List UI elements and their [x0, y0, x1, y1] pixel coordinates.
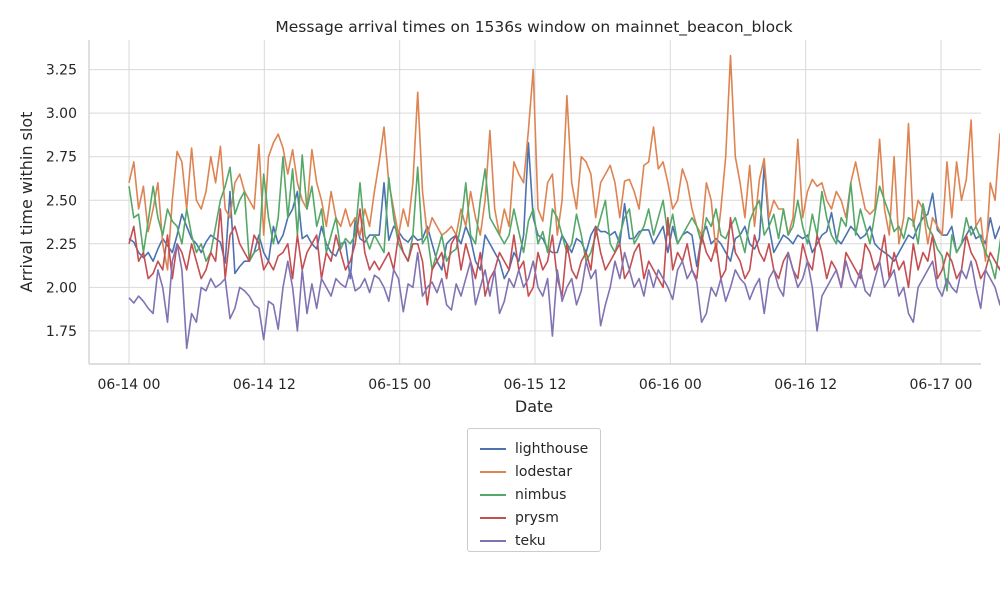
series-line-lodestar — [128, 54, 1000, 271]
legend-label: teku — [515, 533, 546, 550]
legend-entry-lighthouse: lighthouse — [480, 437, 600, 460]
legend-label: lodestar — [515, 463, 573, 480]
legend: lighthouse lodestar nimbus prysm teku — [467, 428, 601, 552]
legend-entry-prysm: prysm — [480, 507, 600, 530]
x-tick-label: 06-16 12 — [774, 377, 837, 393]
y-tick-label: 3.25 — [46, 63, 77, 79]
y-tick-label: 3.00 — [46, 106, 77, 122]
x-tick-label: 06-14 00 — [98, 377, 161, 393]
x-tick-label: 06-15 12 — [504, 377, 567, 393]
y-tick-labels: 1.75 2.00 2.25 2.50 2.75 3.00 3.25 — [46, 63, 77, 340]
series-line-teku — [128, 243, 1000, 350]
x-tick-labels: 06-14 00 06-14 12 06-15 00 06-15 12 06-16 00… — [98, 377, 973, 393]
y-tick-label: 2.50 — [46, 193, 77, 209]
grid-lines — [89, 40, 981, 364]
y-tick-label: 2.75 — [46, 150, 77, 166]
legend-label: prysm — [515, 510, 559, 527]
legend-swatch — [480, 447, 506, 450]
legend-swatch — [480, 517, 506, 520]
legend-entry-teku: teku — [480, 530, 600, 553]
legend-swatch — [480, 493, 506, 496]
series-line-prysm — [128, 208, 1000, 306]
x-tick-label: 06-15 00 — [368, 377, 431, 393]
axes — [88, 40, 981, 365]
x-axis-label: Date — [515, 397, 553, 416]
y-axis-label: Arrival time within slot — [17, 112, 36, 293]
chart-title: Message arrival times on 1536s window on… — [275, 18, 792, 37]
y-tick-label: 1.75 — [46, 324, 77, 340]
legend-swatch — [480, 540, 506, 543]
x-tick-label: 06-16 00 — [639, 377, 702, 393]
y-tick-label: 2.00 — [46, 280, 77, 296]
y-tick-label: 2.25 — [46, 237, 77, 253]
series-lines — [128, 54, 1000, 350]
legend-entry-lodestar: lodestar — [480, 460, 600, 483]
legend-label: nimbus — [515, 486, 567, 503]
x-tick-label: 06-17 00 — [910, 377, 973, 393]
legend-swatch — [480, 470, 506, 473]
x-tick-label: 06-14 12 — [233, 377, 296, 393]
legend-entry-nimbus: nimbus — [480, 483, 600, 506]
legend-label: lighthouse — [515, 440, 589, 457]
